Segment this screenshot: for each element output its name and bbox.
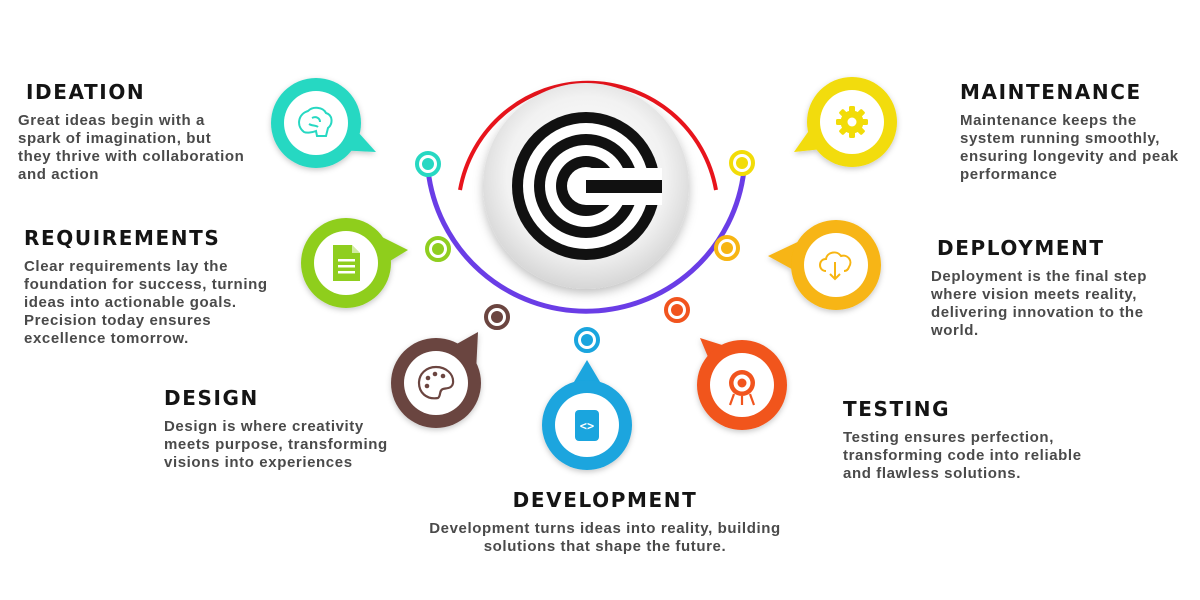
code-icon: <> [575, 410, 599, 441]
design-badge [391, 332, 481, 428]
ideation-node [415, 151, 441, 177]
stage-description: Design is where creativity meets purpose… [164, 418, 388, 471]
stage-title: IDEATION [26, 80, 146, 104]
stage-title: REQUIREMENTS [24, 226, 221, 250]
design-node [484, 304, 510, 330]
top-arc [458, 80, 718, 191]
stage-description: Clear requirements lay the foundation fo… [24, 258, 268, 347]
maintenance-node [729, 150, 755, 176]
stage-title: MAINTENANCE [960, 80, 1142, 104]
svg-text:<>: <> [580, 419, 594, 433]
gear-icon [836, 106, 868, 138]
deployment-node [714, 235, 740, 261]
stage-requirements: REQUIREMENTS Clear requirements lay the … [24, 226, 294, 348]
stage-design: DESIGN Design is where creativity meets … [164, 386, 394, 472]
development-node [574, 327, 600, 353]
brain-icon [298, 106, 333, 137]
stage-title: TESTING [843, 397, 951, 421]
stage-title: DEVELOPMENT [512, 488, 698, 512]
stage-deployment: DEPLOYMENT Deployment is the final step … [931, 236, 1171, 340]
stage-development: DEVELOPMENT Development turns ideas into… [420, 488, 790, 556]
stage-description: Maintenance keeps the system running smo… [960, 112, 1179, 183]
bottom-arc [425, 169, 747, 314]
requirements-node [425, 236, 451, 262]
deployment-badge [768, 220, 881, 310]
ideation-badge [271, 78, 376, 168]
stage-description: Testing ensures perfection, transforming… [843, 429, 1082, 482]
document-icon [333, 245, 360, 281]
stage-description: Deployment is the final step where visio… [931, 268, 1148, 339]
stage-description: Development turns ideas into reality, bu… [429, 520, 781, 555]
palette-icon [417, 365, 455, 400]
stage-title: DESIGN [164, 386, 259, 410]
stage-description: Great ideas begin with a spark of imagin… [18, 112, 245, 183]
stage-ideation: IDEATION Great ideas begin with a spark … [18, 80, 248, 184]
stage-title: DEPLOYMENT [937, 236, 1105, 260]
stage-testing: TESTING Testing ensures perfection, tran… [843, 397, 1083, 483]
logo-mark [512, 112, 662, 260]
testing-node [664, 297, 690, 323]
target-icon [728, 370, 756, 406]
cloud-download-icon [819, 251, 852, 281]
stage-maintenance: MAINTENANCE Maintenance keeps the system… [960, 80, 1195, 184]
